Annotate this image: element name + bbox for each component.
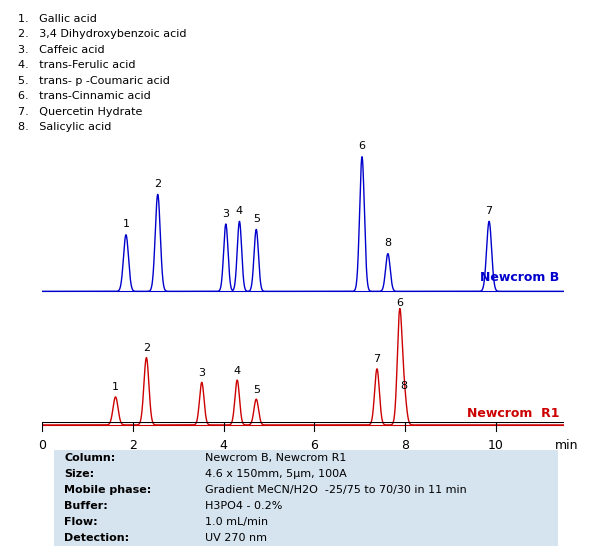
Text: min: min <box>555 439 578 452</box>
Text: 6: 6 <box>359 141 365 151</box>
Text: H3PO4 - 0.2%: H3PO4 - 0.2% <box>205 501 283 511</box>
Text: Size:: Size: <box>64 469 94 479</box>
FancyBboxPatch shape <box>54 450 558 546</box>
Text: 1: 1 <box>122 219 130 230</box>
Text: 2: 2 <box>143 343 150 353</box>
Text: 10: 10 <box>488 439 504 452</box>
Text: 4.6 x 150mm, 5μm, 100A: 4.6 x 150mm, 5μm, 100A <box>205 469 347 479</box>
Text: 8: 8 <box>401 381 408 391</box>
Text: 8.   Salicylic acid: 8. Salicylic acid <box>18 122 112 132</box>
Text: 3: 3 <box>223 209 229 219</box>
Text: 5: 5 <box>253 385 260 395</box>
Text: Newcrom B, Newcrom R1: Newcrom B, Newcrom R1 <box>205 453 347 463</box>
Text: 4: 4 <box>233 365 241 375</box>
Text: 8: 8 <box>385 238 391 248</box>
Text: 4.   trans-Ferulic acid: 4. trans-Ferulic acid <box>18 60 136 70</box>
Text: Gradient MeCN/H2O  -25/75 to 70/30 in 11 min: Gradient MeCN/H2O -25/75 to 70/30 in 11 … <box>205 485 467 495</box>
Text: 3.   Caffeic acid: 3. Caffeic acid <box>18 45 104 55</box>
Text: Detection:: Detection: <box>64 533 129 543</box>
Text: 5.   trans- p -Coumaric acid: 5. trans- p -Coumaric acid <box>18 76 170 86</box>
Text: 7.   Quercetin Hydrate: 7. Quercetin Hydrate <box>18 107 142 116</box>
Text: 6: 6 <box>396 298 403 308</box>
Text: 0: 0 <box>38 439 46 452</box>
Text: 2.   3,4 Dihydroxybenzoic acid: 2. 3,4 Dihydroxybenzoic acid <box>18 29 187 39</box>
Text: 4: 4 <box>220 439 227 452</box>
Text: 7: 7 <box>485 206 493 216</box>
Text: Mobile phase:: Mobile phase: <box>64 485 151 495</box>
Text: 1: 1 <box>112 383 119 392</box>
Text: 4: 4 <box>236 206 243 216</box>
Text: Buffer:: Buffer: <box>64 501 108 511</box>
Text: 6: 6 <box>310 439 318 452</box>
Text: 7: 7 <box>373 354 380 364</box>
Text: UV 270 nm: UV 270 nm <box>205 533 267 543</box>
Text: Newcrom  R1: Newcrom R1 <box>467 407 559 420</box>
Text: 1.0 mL/min: 1.0 mL/min <box>205 517 268 527</box>
Text: Column:: Column: <box>64 453 115 463</box>
Text: 8: 8 <box>401 439 409 452</box>
Text: Flow:: Flow: <box>64 517 98 527</box>
Text: 3: 3 <box>198 368 205 378</box>
Text: 6.   trans-Cinnamic acid: 6. trans-Cinnamic acid <box>18 91 151 101</box>
Text: 1.   Gallic acid: 1. Gallic acid <box>18 14 97 24</box>
Text: Newcrom B: Newcrom B <box>480 272 559 284</box>
Text: 2: 2 <box>154 179 161 189</box>
Text: 2: 2 <box>129 439 137 452</box>
Text: 5: 5 <box>253 214 260 224</box>
